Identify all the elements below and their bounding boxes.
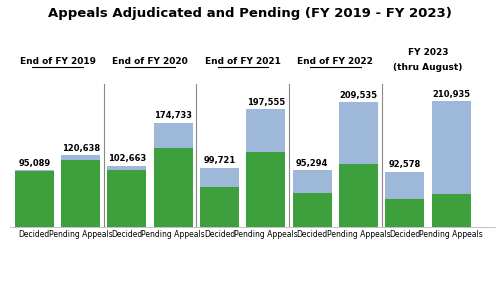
- Bar: [61, 155, 100, 160]
- Text: 210,935: 210,935: [432, 90, 470, 99]
- Text: 197,555: 197,555: [247, 98, 285, 107]
- Text: FY 2023: FY 2023: [408, 48, 448, 57]
- Bar: [432, 101, 470, 194]
- Bar: [108, 166, 146, 170]
- Text: 209,535: 209,535: [340, 91, 378, 100]
- Text: 92,578: 92,578: [388, 161, 421, 170]
- Bar: [386, 199, 424, 227]
- Bar: [339, 102, 378, 164]
- Text: Appeals Adjudicated and Pending (FY 2019 - FY 2023): Appeals Adjudicated and Pending (FY 2019…: [48, 7, 452, 20]
- Text: End of FY 2022: End of FY 2022: [298, 57, 374, 66]
- Bar: [154, 148, 193, 227]
- Text: End of FY 2021: End of FY 2021: [205, 57, 281, 66]
- Text: 174,733: 174,733: [154, 111, 192, 120]
- Bar: [15, 170, 54, 171]
- Bar: [108, 170, 146, 227]
- Bar: [432, 194, 470, 227]
- Bar: [246, 109, 286, 152]
- Bar: [339, 164, 378, 227]
- Bar: [292, 193, 332, 227]
- Text: (thru August): (thru August): [394, 63, 462, 72]
- Bar: [15, 171, 54, 227]
- Text: 99,721: 99,721: [204, 156, 236, 165]
- Text: End of FY 2019: End of FY 2019: [20, 57, 96, 66]
- Text: 102,663: 102,663: [108, 155, 146, 164]
- Text: 95,089: 95,089: [18, 159, 50, 168]
- Text: 120,638: 120,638: [62, 144, 100, 153]
- Bar: [292, 170, 332, 193]
- Text: 95,294: 95,294: [296, 159, 328, 168]
- Bar: [200, 168, 239, 187]
- Bar: [386, 172, 424, 199]
- Bar: [200, 187, 239, 227]
- Bar: [61, 160, 100, 227]
- Bar: [246, 152, 286, 227]
- Bar: [154, 123, 193, 148]
- Text: End of FY 2020: End of FY 2020: [112, 57, 188, 66]
